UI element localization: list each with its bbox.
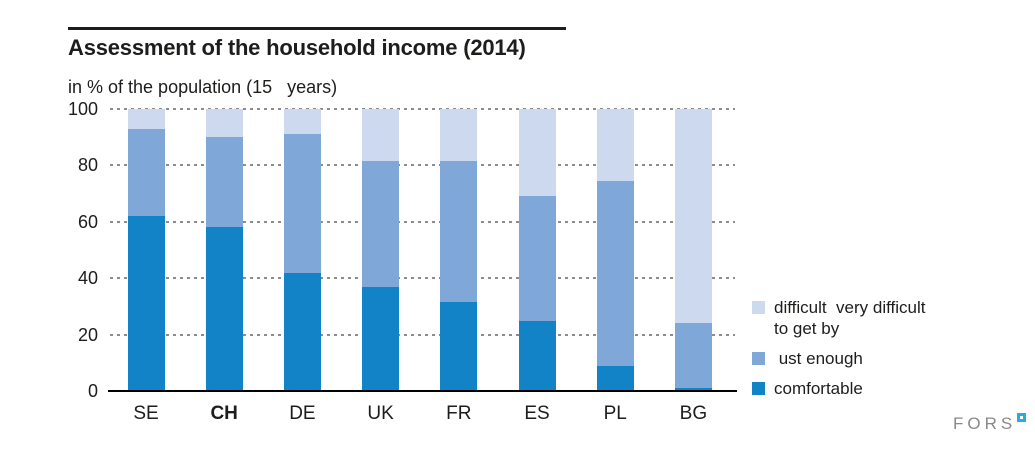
gridline-60 bbox=[110, 220, 735, 223]
segment-BG-just-enough bbox=[674, 323, 712, 389]
x-tick-label-FR: FR bbox=[446, 403, 472, 424]
legend-item-just-enough: ust enough bbox=[752, 348, 926, 369]
segment-ES-difficult bbox=[518, 109, 556, 197]
difficult-swatch bbox=[752, 301, 765, 314]
bar-DE bbox=[283, 109, 321, 391]
bar-ES bbox=[518, 109, 556, 391]
x-tick-label-CH: CH bbox=[210, 403, 238, 424]
segment-CH-difficult bbox=[205, 109, 243, 138]
gridline-40 bbox=[110, 277, 735, 280]
bar-BG bbox=[674, 109, 712, 391]
bar-PL bbox=[596, 109, 634, 391]
gridline-20 bbox=[110, 333, 735, 336]
y-tick-label-20: 20 bbox=[77, 324, 98, 345]
segment-SE-comfortable bbox=[127, 216, 165, 391]
segment-BG-comfortable bbox=[674, 388, 712, 391]
segment-BG-difficult bbox=[674, 109, 712, 324]
comfortable-swatch bbox=[752, 382, 765, 395]
fors-logo: FORS bbox=[953, 413, 1027, 434]
segment-PL-just-enough bbox=[596, 180, 634, 366]
segment-PL-difficult bbox=[596, 109, 634, 181]
y-tick-label-80: 80 bbox=[77, 155, 98, 176]
plot-area bbox=[110, 108, 735, 391]
legend-item-difficult: difficult very difficult to get by bbox=[752, 297, 926, 339]
segment-ES-comfortable bbox=[518, 320, 556, 391]
x-axis: SE CH DE UK FR ES PL BG bbox=[110, 403, 735, 429]
chart-subtitle: in % of the population (15 years) bbox=[68, 77, 338, 97]
x-axis-line bbox=[108, 390, 737, 392]
bar-SE bbox=[127, 109, 165, 391]
segment-UK-just-enough bbox=[362, 161, 400, 287]
bar-UK bbox=[362, 109, 400, 391]
segment-DE-just-enough bbox=[283, 134, 321, 273]
gridline-80 bbox=[110, 164, 735, 167]
fors-logo-mark-icon bbox=[1017, 413, 1027, 422]
segment-SE-difficult bbox=[127, 109, 165, 129]
segment-FR-comfortable bbox=[440, 302, 478, 391]
just-enough-swatch bbox=[752, 352, 765, 365]
segment-FR-difficult bbox=[440, 109, 478, 162]
x-tick-label-SE: SE bbox=[133, 403, 159, 424]
x-tick-label-ES: ES bbox=[524, 403, 550, 424]
fors-logo-text: FORS bbox=[953, 414, 1017, 433]
y-tick-label-0: 0 bbox=[87, 381, 98, 401]
x-tick-label-DE: DE bbox=[289, 403, 316, 424]
x-tick-label-UK: UK bbox=[367, 403, 394, 424]
segment-DE-comfortable bbox=[283, 272, 321, 391]
legend-label-just-enough: ust enough bbox=[774, 349, 863, 368]
bar-CH bbox=[205, 109, 243, 391]
segment-CH-just-enough bbox=[205, 137, 243, 228]
segment-SE-just-enough bbox=[127, 128, 165, 217]
segment-DE-difficult bbox=[283, 109, 321, 135]
y-axis: 0 20 40 60 80 100 bbox=[0, 99, 98, 401]
x-tick-label-PL: PL bbox=[603, 403, 627, 424]
x-tick-label-BG: BG bbox=[679, 403, 708, 424]
segment-UK-comfortable bbox=[362, 286, 400, 391]
gridline-100 bbox=[110, 108, 735, 110]
y-tick-label-60: 60 bbox=[77, 211, 98, 232]
bar-FR bbox=[440, 109, 478, 391]
segment-PL-comfortable bbox=[596, 365, 634, 391]
chart-title: Assessment of the household income (2014… bbox=[68, 35, 526, 60]
y-tick-label-100: 100 bbox=[67, 99, 98, 119]
legend-label-comfortable: comfortable bbox=[774, 379, 863, 398]
y-tick-label-40: 40 bbox=[77, 268, 98, 289]
segment-UK-difficult bbox=[362, 109, 400, 162]
legend: difficult very difficult to get by ust en… bbox=[752, 297, 926, 408]
legend-item-comfortable: comfortable bbox=[752, 378, 926, 399]
segment-CH-comfortable bbox=[205, 227, 243, 391]
segment-ES-just-enough bbox=[518, 196, 556, 321]
title-rule bbox=[68, 27, 566, 30]
segment-FR-just-enough bbox=[440, 161, 478, 303]
legend-label-difficult: difficult very difficult to get by bbox=[774, 298, 926, 338]
